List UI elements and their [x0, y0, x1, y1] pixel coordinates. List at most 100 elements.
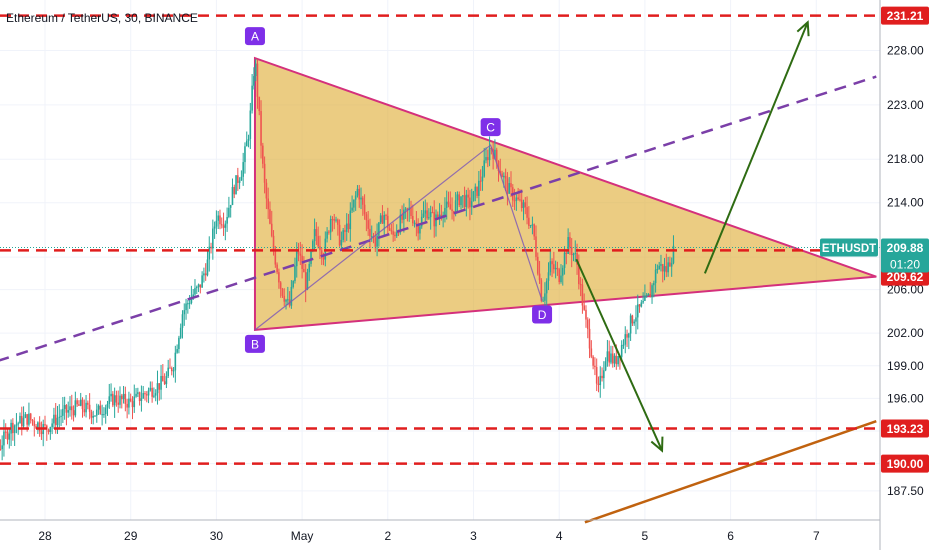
candle [592, 355, 594, 370]
candle-body [313, 229, 316, 242]
candle-body [87, 402, 89, 405]
pattern-point-badge[interactable] [480, 118, 501, 137]
symbol-badge-background [820, 238, 878, 257]
candle [213, 221, 216, 239]
candle [529, 224, 532, 229]
candle [392, 222, 394, 242]
price-tag-background [881, 454, 929, 473]
candle-body [376, 235, 378, 247]
candle-body [117, 402, 120, 405]
y-tick-label: 214.00 [887, 196, 924, 210]
candle-body [220, 224, 223, 226]
candle [561, 265, 564, 286]
candle-body [179, 327, 182, 338]
pattern-point-a[interactable]: A [244, 27, 265, 46]
candle [170, 366, 173, 376]
candle-body [140, 398, 143, 401]
candle [174, 345, 177, 383]
candle-body [12, 422, 14, 434]
candle [140, 385, 143, 412]
candle-body [119, 395, 121, 405]
candle [340, 231, 343, 252]
dashed-trend-line[interactable] [0, 75, 877, 374]
candle [238, 177, 241, 190]
candle-body [72, 410, 75, 416]
candle [49, 426, 52, 440]
candle-body [188, 303, 191, 305]
candle [108, 383, 111, 409]
candle-body [29, 413, 32, 420]
candle-body [265, 182, 268, 199]
candle-body [510, 183, 512, 188]
candle [78, 400, 80, 407]
candle [515, 194, 518, 211]
candle [101, 404, 103, 426]
candle [60, 409, 62, 426]
candle-body [454, 200, 457, 214]
candle-body [367, 220, 369, 229]
candle [472, 190, 475, 202]
candle-body [19, 415, 21, 424]
candle [304, 263, 307, 303]
candle [547, 262, 550, 291]
pattern-point-badge[interactable] [244, 27, 265, 46]
support-trend-line[interactable] [584, 420, 877, 524]
candle-body [103, 414, 105, 416]
candle-body [647, 293, 650, 296]
candle-body [269, 209, 271, 224]
candle [597, 376, 600, 393]
candle [203, 267, 205, 283]
candle [367, 210, 369, 236]
candle [29, 412, 32, 424]
candle [156, 370, 159, 405]
candle-body [3, 431, 5, 446]
candle-body [428, 217, 430, 219]
candle [376, 223, 378, 257]
candle [640, 299, 643, 308]
pattern-markers[interactable]: A B C D [244, 27, 553, 353]
candle-body [495, 149, 498, 162]
candle [483, 147, 486, 178]
bullish-projection-arrow[interactable] [703, 21, 809, 274]
candle-body [208, 246, 211, 260]
pattern-point-badge[interactable] [532, 305, 553, 324]
candle [411, 204, 414, 227]
candle [120, 393, 123, 409]
candle [15, 413, 18, 434]
candle-body [517, 197, 519, 200]
pattern-point-badge[interactable] [244, 334, 265, 353]
drawing-lines[interactable] [0, 0, 880, 524]
candle-body [360, 197, 362, 200]
candle-body [22, 417, 25, 427]
candle [531, 216, 534, 235]
triangle-shape[interactable] [253, 56, 877, 331]
candle-body [278, 272, 280, 283]
candle-body [163, 381, 166, 385]
candle [422, 201, 425, 218]
candle [88, 393, 91, 420]
candle [319, 235, 321, 260]
candle-body [158, 383, 161, 390]
candle [403, 203, 405, 233]
candle [381, 205, 384, 224]
candle [79, 392, 82, 407]
pattern-point-c[interactable]: C [480, 118, 501, 137]
bearish-projection-arrow[interactable] [575, 258, 663, 452]
candle [12, 418, 14, 441]
pattern-point-b[interactable]: B [244, 334, 265, 353]
candle-body [317, 236, 319, 247]
pattern-point-d[interactable]: D [532, 305, 553, 324]
candle-body [304, 272, 307, 290]
candle [176, 344, 178, 354]
triangle-pattern[interactable] [253, 56, 877, 331]
candle [51, 418, 53, 435]
candle [426, 202, 428, 221]
candle [187, 299, 189, 314]
price-tag-text: 209.62 [887, 270, 924, 284]
candle-body [586, 319, 589, 329]
candle-body [262, 145, 264, 164]
abcd-path[interactable] [254, 144, 543, 331]
candle-body [237, 175, 239, 183]
